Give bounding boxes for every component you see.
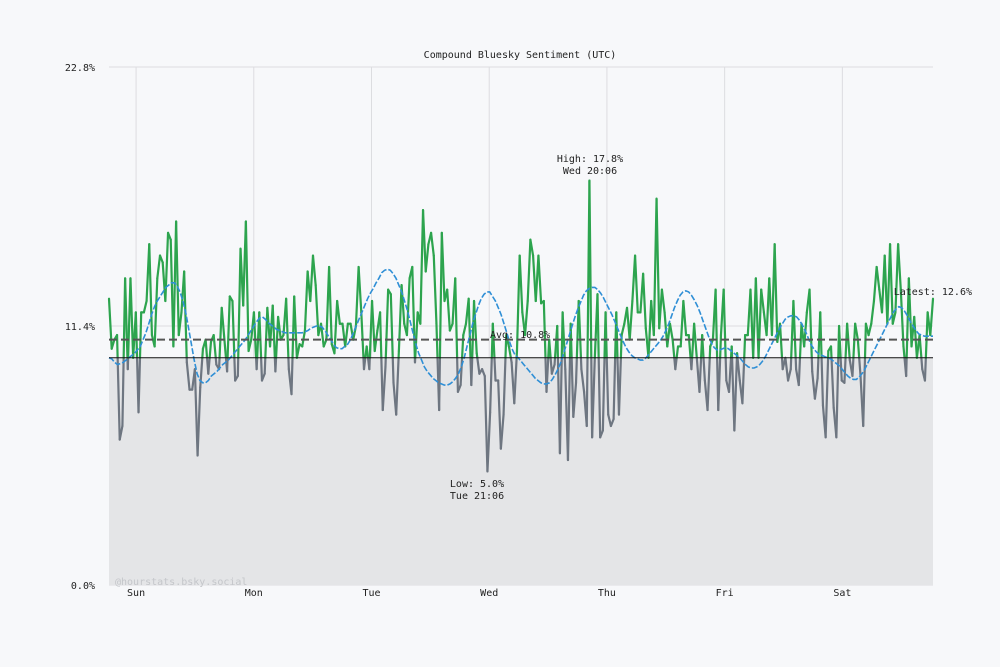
sentiment-line-segment bbox=[677, 346, 678, 357]
sentiment-line-segment bbox=[565, 358, 566, 369]
sentiment-line-segment bbox=[461, 358, 462, 385]
sentiment-line-segment bbox=[257, 358, 258, 369]
sentiment-line-segment bbox=[799, 358, 800, 385]
x-tick-label: Fri bbox=[716, 588, 734, 599]
below-baseline-fill bbox=[109, 358, 933, 585]
x-tick-label: Sat bbox=[833, 588, 851, 599]
sentiment-line-segment bbox=[716, 290, 718, 358]
high-annotation-label: High: 17.8% bbox=[557, 154, 623, 165]
sentiment-line-segment bbox=[494, 358, 495, 381]
x-tick-label: Tue bbox=[362, 588, 380, 599]
sentiment-line-segment bbox=[557, 326, 558, 358]
sentiment-line-segment bbox=[140, 312, 141, 357]
sentiment-line-segment bbox=[921, 358, 922, 369]
y-tick-label: 11.4% bbox=[65, 322, 95, 333]
sentiment-line-segment bbox=[367, 346, 368, 357]
sentiment-line-segment bbox=[206, 340, 207, 358]
watermark: @hourstats.bsky.social bbox=[115, 577, 247, 588]
x-tick-label: Thu bbox=[598, 588, 616, 599]
sentiment-line-segment bbox=[844, 358, 845, 383]
sentiment-line-segment bbox=[122, 358, 123, 426]
sentiment-line-segment bbox=[858, 340, 859, 358]
sentiment-line-segment bbox=[436, 324, 437, 358]
sentiment-line-segment bbox=[208, 358, 209, 374]
average-annotation-label: Avg: 10.8% bbox=[490, 330, 550, 341]
sentiment-line-segment bbox=[393, 358, 394, 383]
latest-annotation-label: Latest: 12.6% bbox=[894, 287, 972, 298]
sentiment-line-segment bbox=[726, 358, 727, 381]
sentiment-line-segment bbox=[587, 358, 588, 426]
sentiment-line-segment bbox=[818, 358, 819, 378]
sentiment-line-segment bbox=[607, 358, 608, 415]
sentiment-line-segment bbox=[261, 358, 262, 381]
sentiment-line-segment bbox=[599, 358, 600, 438]
baseline-fill-area bbox=[109, 358, 933, 585]
sentiment-line-segment bbox=[364, 358, 365, 369]
y-tick-label: 0.0% bbox=[71, 581, 95, 592]
sentiment-line-segment bbox=[852, 358, 853, 376]
sentiment-line-segment bbox=[139, 358, 140, 413]
sentiment-line-segment bbox=[691, 358, 692, 369]
sentiment-line-segment bbox=[234, 358, 235, 381]
high-annotation-time: Wed 20:06 bbox=[563, 166, 617, 177]
sentiment-line-segment bbox=[224, 340, 226, 358]
sentiment-line-segment bbox=[265, 358, 266, 374]
x-tick-label: Sun bbox=[127, 588, 145, 599]
y-tick-label: 22.8% bbox=[65, 63, 95, 74]
sentiment-line-segment bbox=[117, 335, 118, 358]
sentiment-line-segment bbox=[275, 358, 276, 372]
sentiment-line-segment bbox=[576, 358, 577, 383]
sentiment-line-segment bbox=[865, 324, 866, 358]
low-annotation-time: Tue 21:06 bbox=[450, 491, 504, 502]
sentiment-line-segment bbox=[839, 326, 841, 358]
sentiment-line-segment bbox=[210, 342, 211, 358]
sentiment-line-segment bbox=[702, 335, 703, 358]
sentiment-line-segment bbox=[597, 294, 598, 358]
chart-title: Compound Bluesky Sentiment (UTC) bbox=[424, 50, 617, 61]
sentiment-line-segment bbox=[903, 346, 904, 357]
sentiment-line-segment bbox=[462, 335, 463, 358]
sentiment-line-segment bbox=[380, 312, 381, 357]
sentiment-line-segment bbox=[202, 349, 203, 358]
sentiment-line-segment bbox=[614, 358, 616, 419]
sentiment-line-segment bbox=[292, 358, 293, 394]
sentiment-line-segment bbox=[471, 358, 472, 385]
sentiment-line-segment bbox=[822, 358, 823, 406]
sentiment-line-segment bbox=[457, 358, 458, 392]
sentiment-line-segment bbox=[859, 358, 860, 376]
low-annotation-label: Low: 5.0% bbox=[450, 479, 504, 490]
sentiment-line-segment bbox=[606, 312, 607, 357]
sentiment-line-segment bbox=[925, 358, 926, 381]
sentiment-line-segment bbox=[616, 312, 617, 357]
x-tick-label: Wed bbox=[480, 588, 498, 599]
sentiment-line-segment bbox=[704, 358, 705, 381]
sentiment-line-segment bbox=[744, 335, 745, 358]
sentiment-line-segment bbox=[720, 335, 721, 358]
x-tick-label: Mon bbox=[245, 588, 263, 599]
sentiment-line-segment bbox=[820, 312, 821, 357]
sentiment-line-segment bbox=[675, 358, 676, 369]
sentiment-line-segment bbox=[549, 340, 550, 358]
